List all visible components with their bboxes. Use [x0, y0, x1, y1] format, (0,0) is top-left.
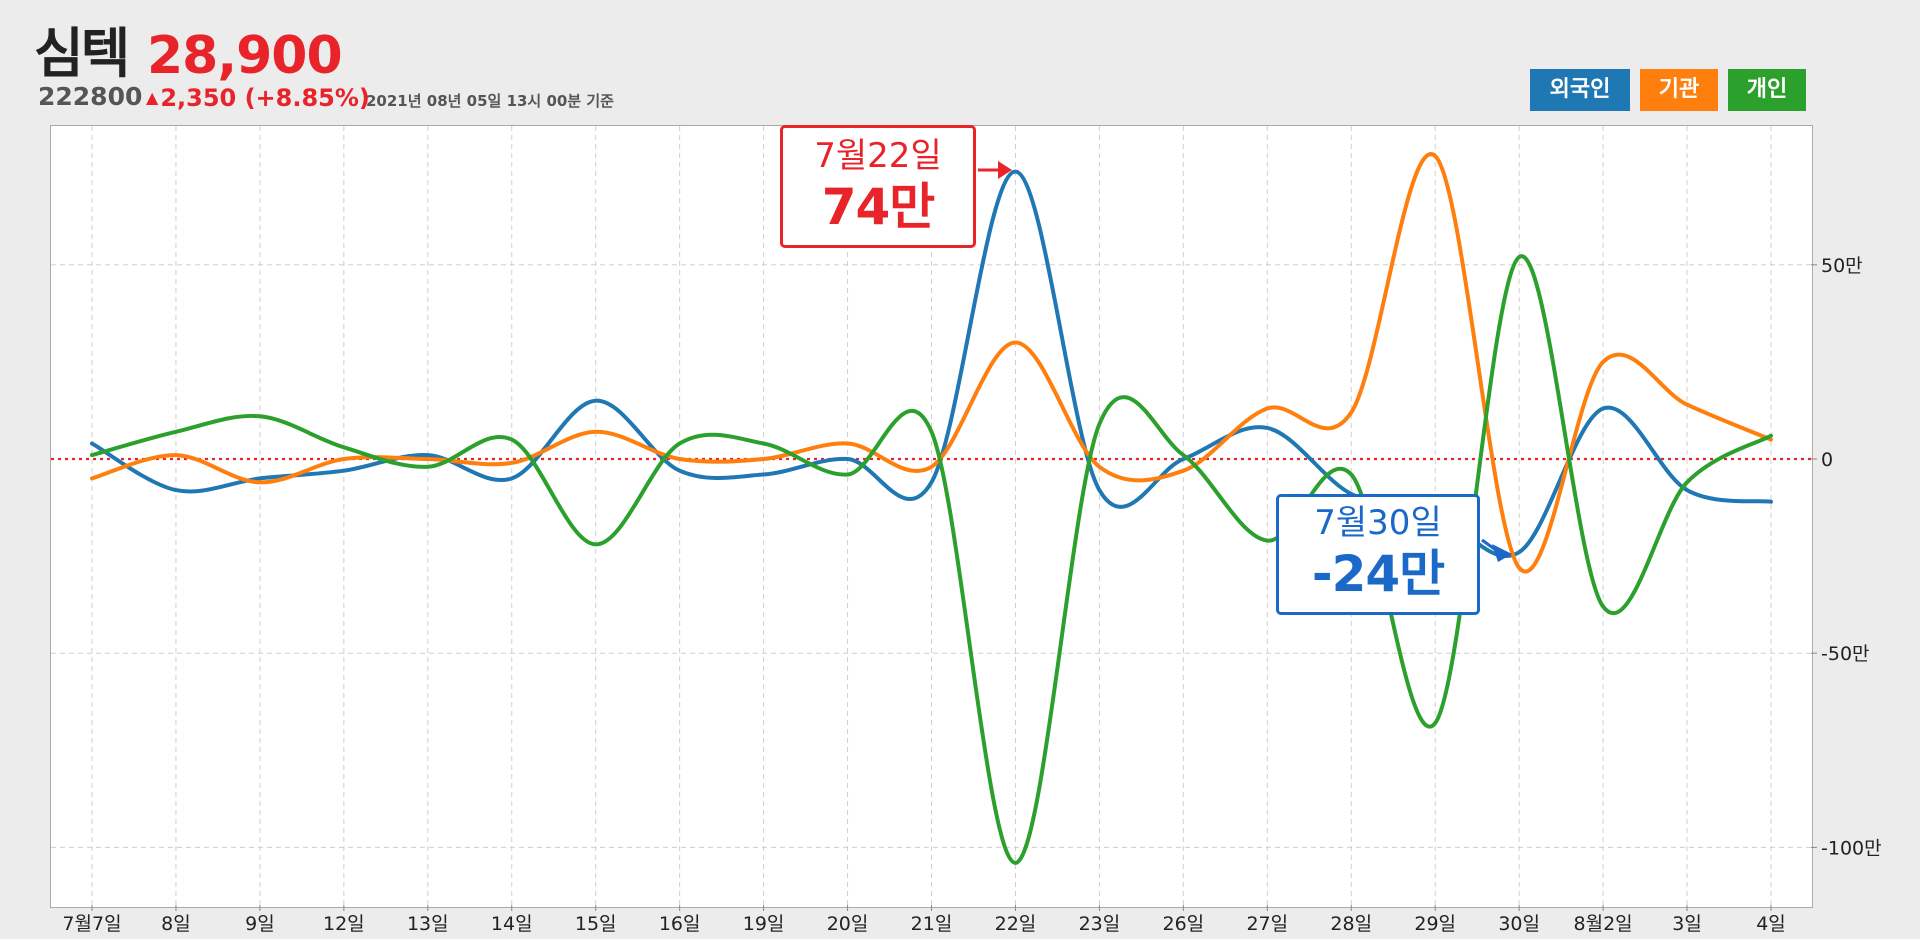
callout-low: 7월30일 -24만 — [1276, 494, 1480, 615]
x-tick-label: 8월2일 — [1574, 913, 1633, 935]
x-tick-label: 12일 — [323, 913, 365, 935]
x-tick-label: 22일 — [995, 913, 1037, 935]
x-tick-label: 23일 — [1079, 913, 1121, 935]
callout-high-value: 74만 — [821, 178, 936, 236]
x-tick-label: 16일 — [659, 913, 701, 935]
callout-high: 7월22일 74만 — [780, 125, 976, 248]
x-tick-label: 21일 — [911, 913, 953, 935]
y-tick-label: -50만 — [1821, 643, 1870, 665]
legend-institution[interactable]: 기관 — [1640, 69, 1718, 111]
x-tick-label: 9일 — [245, 913, 275, 935]
y-tick-label: 0 — [1821, 449, 1833, 471]
x-tick-label: 19일 — [743, 913, 785, 935]
x-tick-label: 8일 — [161, 913, 191, 935]
stock-code: 222800 — [38, 82, 143, 111]
up-arrow-icon: ▲ — [146, 88, 159, 107]
x-tick-label: 7월7일 — [62, 913, 121, 935]
y-tick-label: 50만 — [1821, 255, 1863, 277]
x-tick-label: 20일 — [827, 913, 869, 935]
x-tick-label: 15일 — [575, 913, 617, 935]
stock-price: 28,900 — [147, 26, 343, 86]
series-institution-line — [90, 152, 1773, 574]
callout-high-date: 7월22일 — [814, 136, 942, 176]
price-change-value: 2,350 (+8.85%) — [160, 84, 370, 112]
x-tick-label: 29일 — [1414, 913, 1456, 935]
y-tick-label: -100만 — [1821, 837, 1882, 859]
x-tick-label: 14일 — [491, 913, 533, 935]
x-tick-label: 28일 — [1330, 913, 1372, 935]
stock-name: 심텍 — [34, 22, 130, 85]
legend-individual[interactable]: 개인 — [1728, 69, 1806, 111]
basis-timestamp: 2021년 08년 05일 13시 00분 기준 — [366, 92, 614, 110]
x-tick-label: 26일 — [1163, 913, 1205, 935]
x-tick-label: 4일 — [1756, 913, 1786, 935]
price-change: ▲2,350 (+8.85%) — [146, 83, 370, 113]
x-tick-label: 3일 — [1672, 913, 1702, 935]
callout-high-arrowhead — [998, 161, 1012, 179]
callout-low-date: 7월30일 — [1314, 503, 1442, 543]
callout-low-value: -24만 — [1311, 545, 1445, 603]
legend-foreign[interactable]: 외국인 — [1530, 69, 1630, 111]
x-tick-label: 30일 — [1498, 913, 1540, 935]
chart-legend: 외국인 기관 개인 — [1530, 69, 1806, 111]
callout-low-arrowhead — [1492, 544, 1512, 562]
x-tick-label: 13일 — [407, 913, 449, 935]
x-tick-label: 27일 — [1246, 913, 1288, 935]
series-individual-line — [90, 254, 1773, 865]
